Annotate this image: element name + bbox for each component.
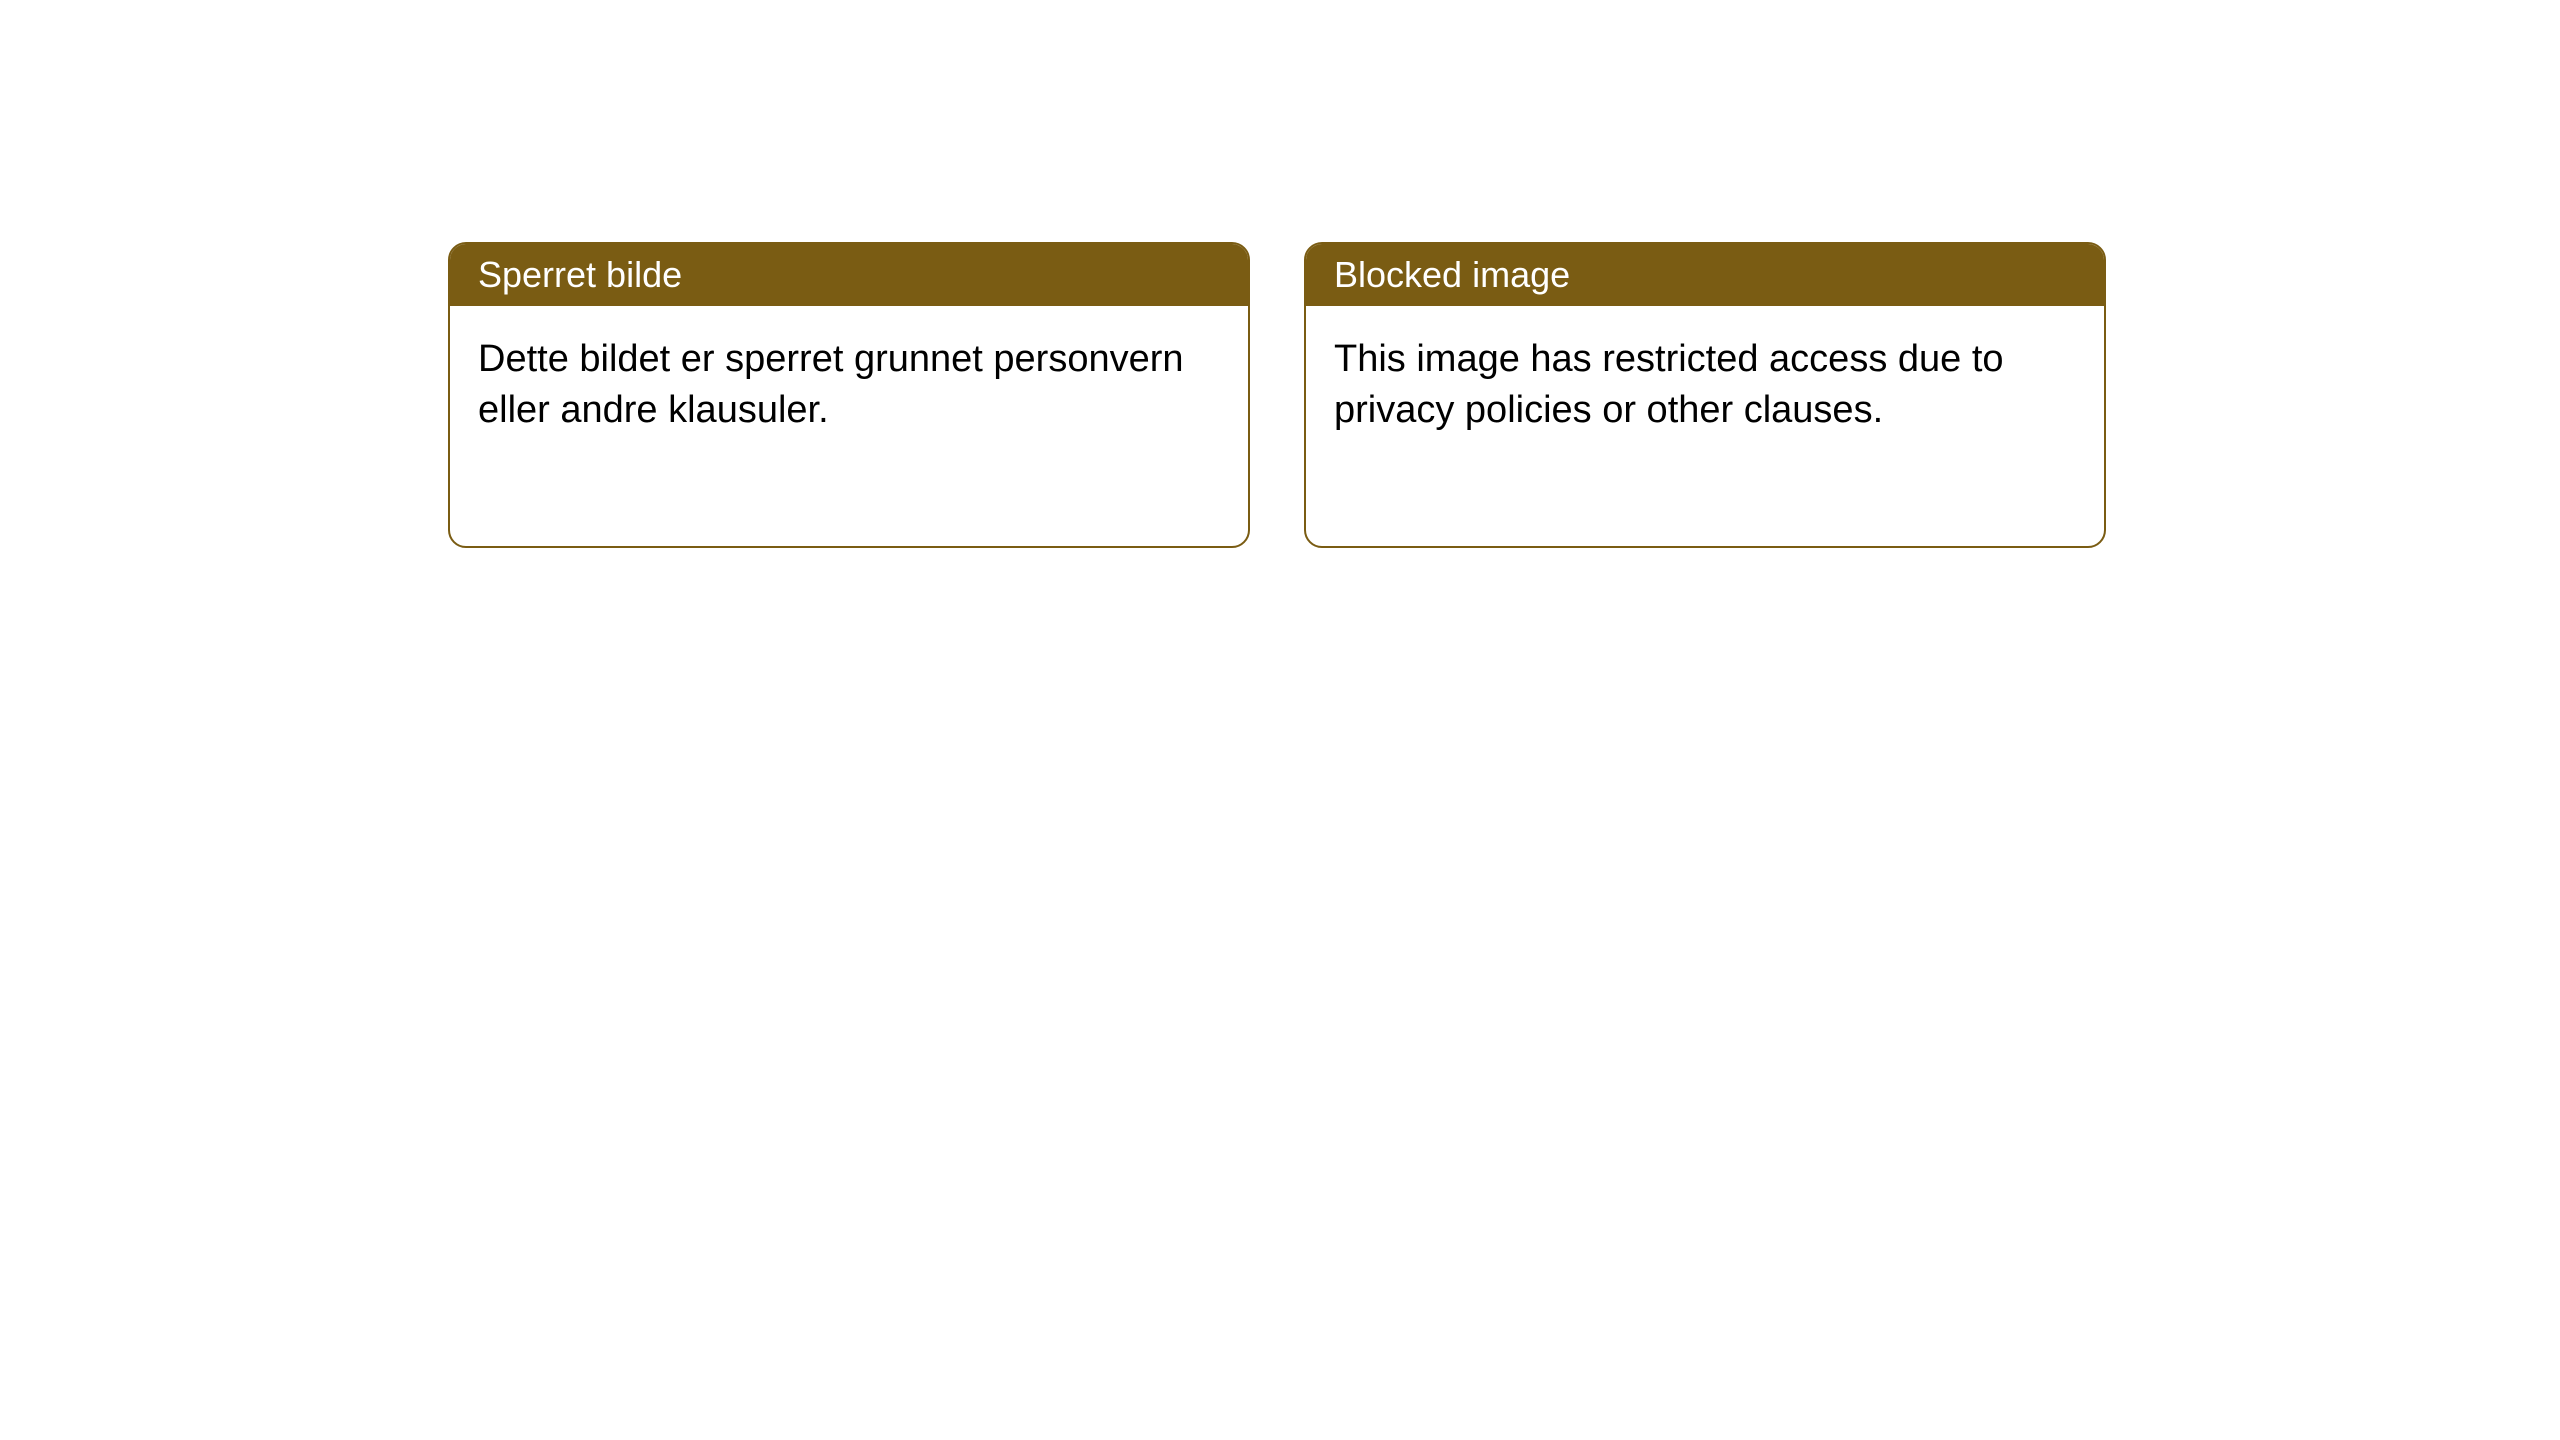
card-body: This image has restricted access due to … — [1306, 306, 2104, 546]
notice-card-norwegian: Sperret bilde Dette bildet er sperret gr… — [448, 242, 1250, 548]
notice-card-english: Blocked image This image has restricted … — [1304, 242, 2106, 548]
card-body-text: This image has restricted access due to … — [1334, 338, 2004, 431]
card-header: Sperret bilde — [450, 244, 1248, 306]
card-body: Dette bildet er sperret grunnet personve… — [450, 306, 1248, 546]
card-header: Blocked image — [1306, 244, 2104, 306]
card-title: Sperret bilde — [478, 254, 682, 295]
card-body-text: Dette bildet er sperret grunnet personve… — [478, 338, 1184, 431]
card-title: Blocked image — [1334, 254, 1570, 295]
notice-container: Sperret bilde Dette bildet er sperret gr… — [448, 242, 2106, 548]
